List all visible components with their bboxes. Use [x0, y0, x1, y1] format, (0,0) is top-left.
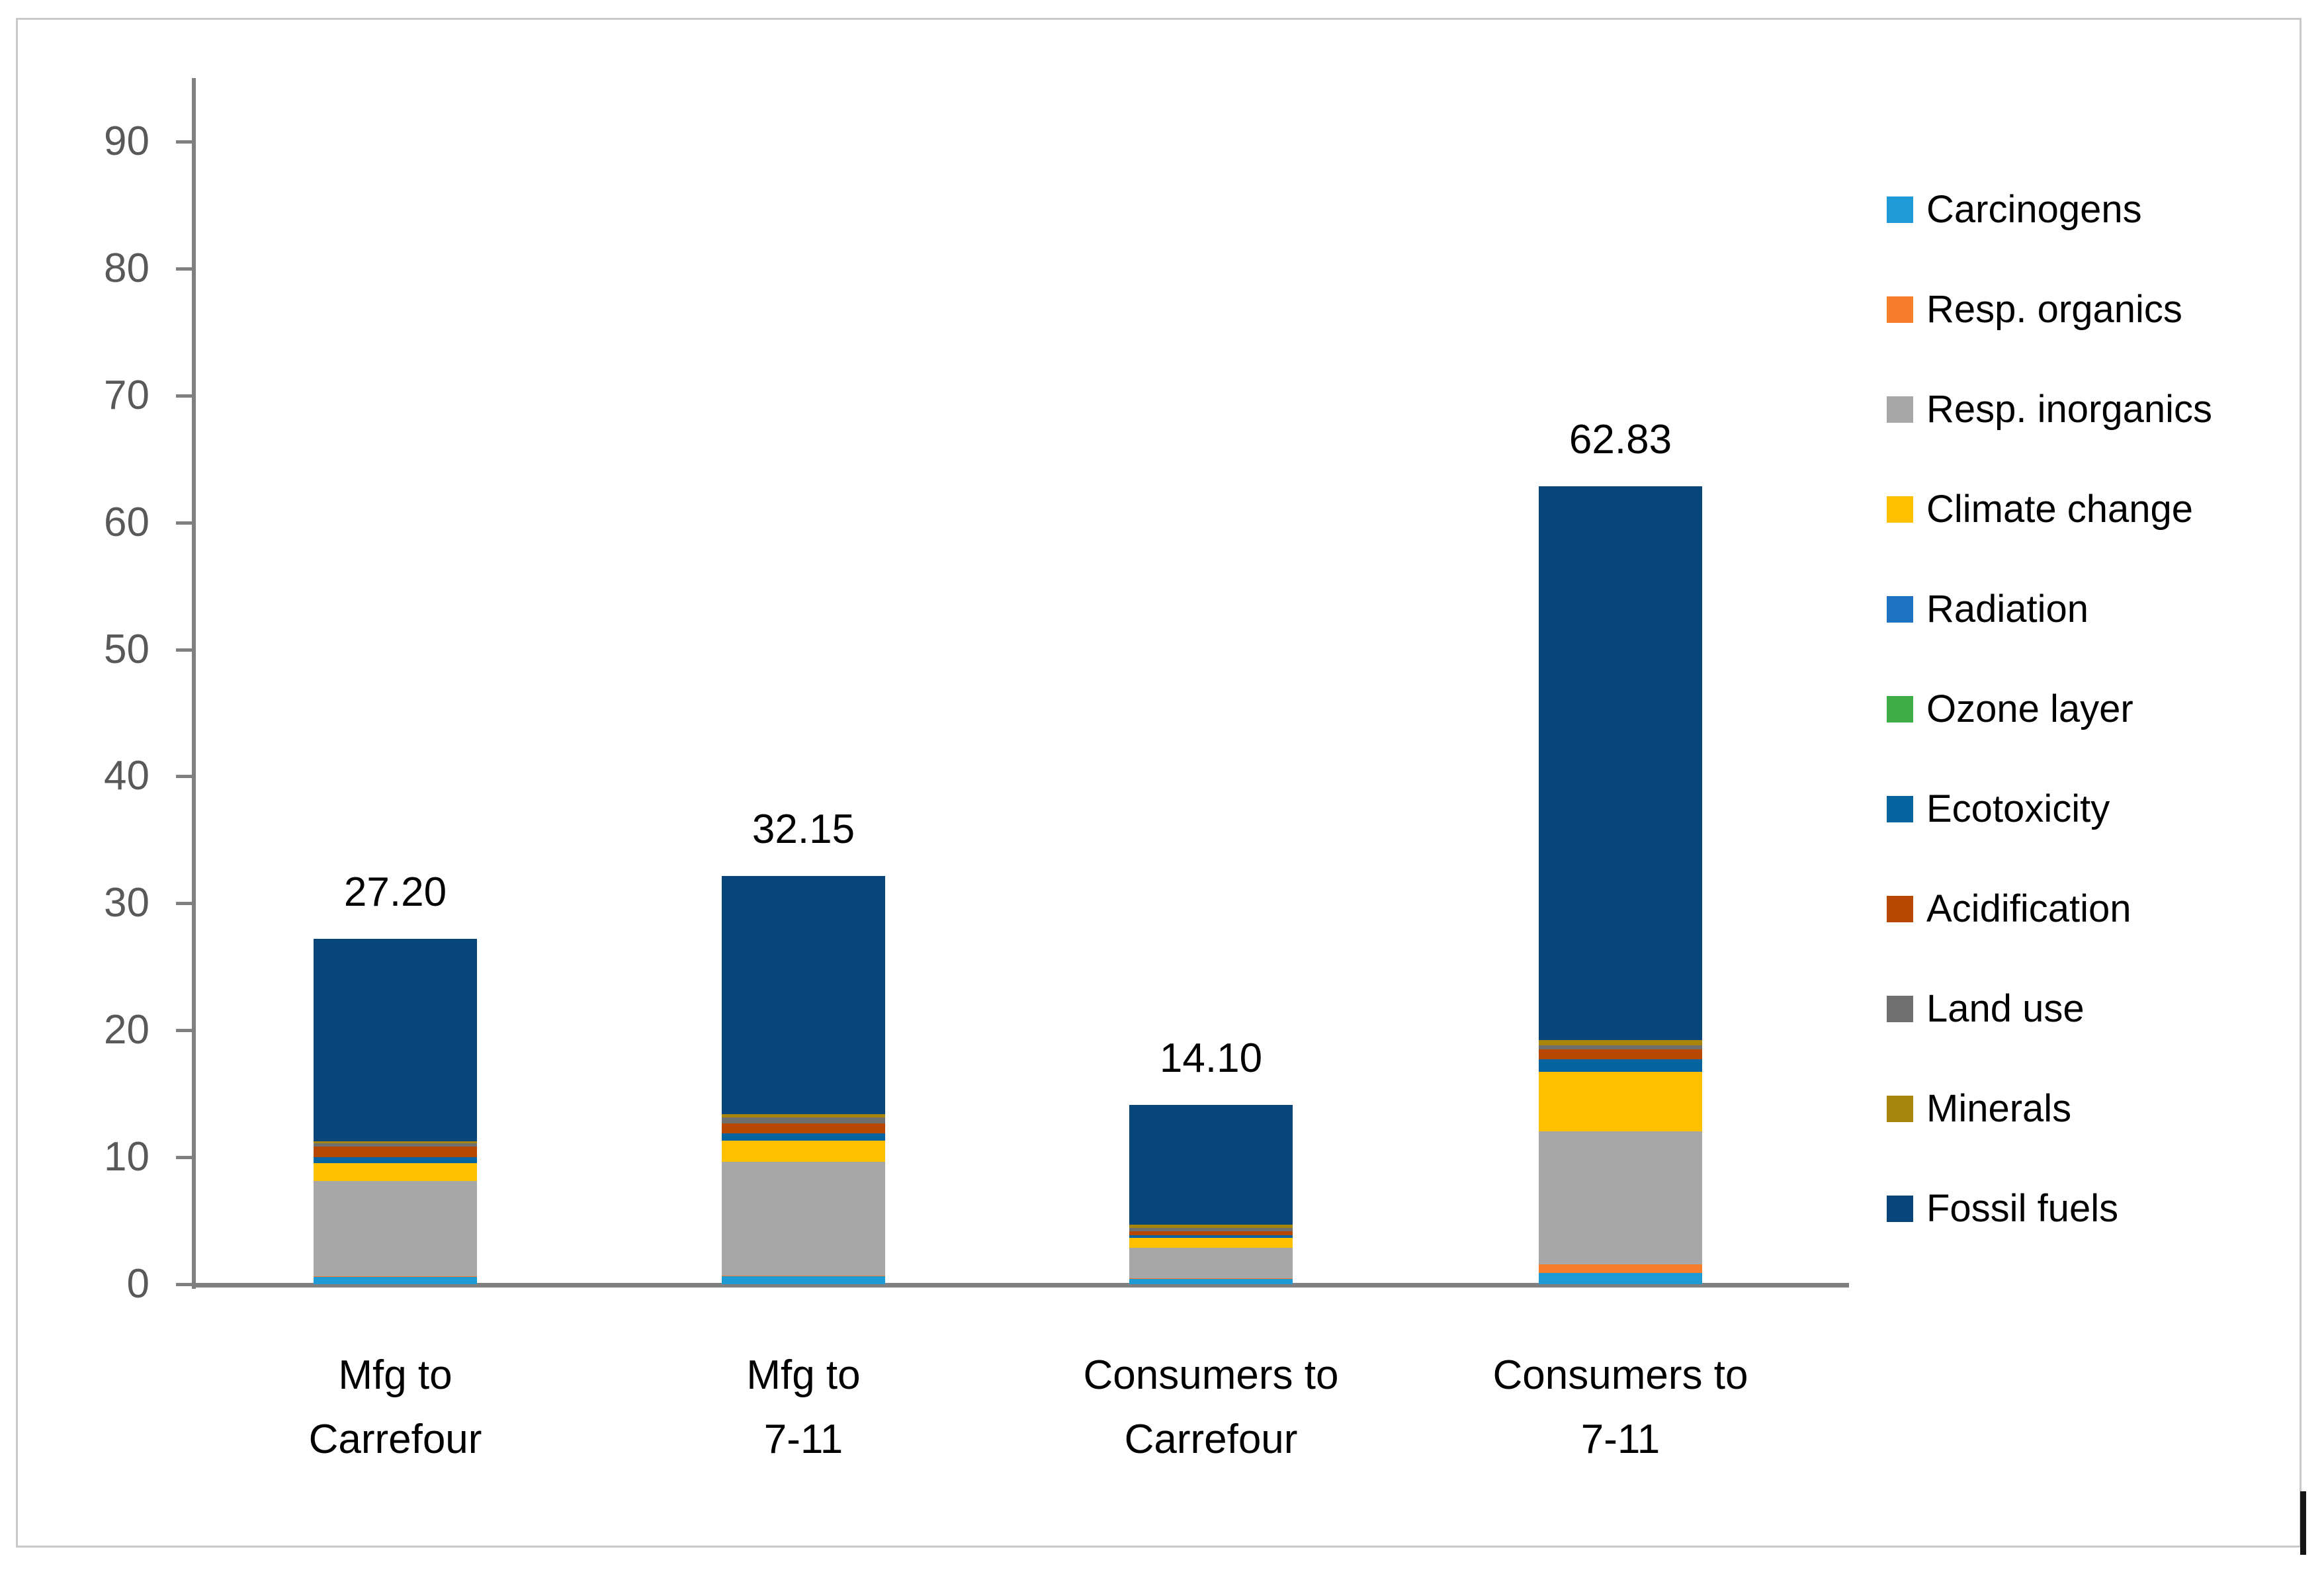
legend-swatch-ecotoxicity	[1887, 796, 1913, 822]
bar-total-label: 62.83	[1569, 417, 1672, 463]
legend-swatch-resp-organics	[1887, 296, 1913, 323]
bar-segment-climate-change	[1129, 1237, 1293, 1248]
bar-segment-fossil-fuels	[1129, 1105, 1293, 1225]
bar-segment-minerals	[314, 1141, 477, 1143]
y-tick-label: 60	[104, 499, 150, 545]
legend-label: Resp. inorganics	[1926, 388, 2212, 431]
bar-total-label: 27.20	[343, 869, 447, 916]
y-tick-label: 30	[104, 880, 150, 926]
legend-label: Climate change	[1926, 488, 2193, 531]
y-tick-label: 10	[104, 1134, 150, 1180]
bar-segment-resp-organics	[722, 1275, 885, 1277]
y-tick-label: 40	[104, 753, 150, 799]
bar-segment-ecotoxicity	[1539, 1059, 1702, 1072]
bar-total-label: 32.15	[752, 807, 855, 853]
legend-swatch-resp-inorganics	[1887, 396, 1913, 423]
bar-segment-ecotoxicity	[1129, 1235, 1293, 1238]
y-axis-line	[192, 78, 196, 1289]
legend-swatch-land-use	[1887, 996, 1913, 1022]
y-tick	[176, 140, 192, 144]
y-tick	[176, 775, 192, 779]
bar-segment-acidification	[1129, 1231, 1293, 1236]
bar-segment-resp-organics	[1129, 1278, 1293, 1280]
bar-segment-fossil-fuels	[1539, 486, 1702, 1040]
bar-segment-resp-inorganics	[314, 1180, 477, 1277]
legend-swatch-radiation	[1887, 596, 1913, 623]
bar-segment-minerals	[1539, 1039, 1702, 1046]
legend-label: Resp. organics	[1926, 288, 2182, 331]
y-tick	[176, 902, 192, 906]
bar-segment-land-use	[1129, 1227, 1293, 1232]
x-axis-line	[192, 1283, 1849, 1288]
bar-segment-resp-organics	[1539, 1264, 1702, 1273]
bar-segment-resp-inorganics	[1539, 1131, 1702, 1265]
category-label: Mfg to 7-11	[746, 1352, 861, 1462]
bar-segment-climate-change	[1539, 1071, 1702, 1131]
y-tick	[176, 394, 192, 398]
legend-label: Ozone layer	[1926, 687, 2133, 730]
bar-segment-resp-inorganics	[1129, 1248, 1293, 1279]
bar-segment-fossil-fuels	[314, 939, 477, 1142]
category-label: Mfg to Carrefour	[308, 1352, 482, 1462]
bar-segment-acidification	[1539, 1049, 1702, 1060]
legend-label: Radiation	[1926, 588, 2089, 631]
legend-swatch-carcinogens	[1887, 197, 1913, 223]
bar-segment-land-use	[722, 1117, 885, 1124]
bar-segment-land-use	[1539, 1045, 1702, 1049]
y-tick	[176, 521, 192, 525]
legend-label: Acidification	[1926, 887, 2131, 930]
chart-frame	[16, 18, 2302, 1548]
bar-segment-carcinogens	[722, 1276, 885, 1284]
bar-segment-carcinogens	[1129, 1279, 1293, 1284]
legend-label: Land use	[1926, 987, 2085, 1030]
y-tick	[176, 648, 192, 652]
bar-segment-carcinogens	[314, 1277, 477, 1284]
scrollbar-fragment	[2300, 1491, 2306, 1555]
y-tick	[176, 1156, 192, 1160]
y-tick-label: 80	[104, 245, 150, 291]
legend-swatch-ozone-layer	[1887, 696, 1913, 722]
legend-label: Ecotoxicity	[1926, 787, 2110, 830]
bar-segment-ecotoxicity	[722, 1133, 885, 1141]
legend-swatch-acidification	[1887, 896, 1913, 922]
legend-label: Carcinogens	[1926, 188, 2142, 231]
legend-label: Minerals	[1926, 1087, 2072, 1130]
bar-segment-minerals	[722, 1114, 885, 1117]
category-label: Consumers to 7-11	[1492, 1352, 1748, 1462]
y-tick-label: 70	[104, 372, 150, 418]
bar-segment-land-use	[314, 1143, 477, 1147]
bar-segment-climate-change	[722, 1141, 885, 1162]
y-tick	[176, 1029, 192, 1033]
category-label: Consumers to Carrefour	[1083, 1352, 1339, 1462]
y-tick-label: 50	[104, 626, 150, 672]
y-tick	[176, 1283, 192, 1286]
bar-segment-resp-inorganics	[722, 1161, 885, 1276]
bar-segment-acidification	[722, 1123, 885, 1133]
bar-segment-resp-organics	[314, 1276, 477, 1278]
bar-segment-acidification	[314, 1146, 477, 1158]
y-tick-label: 20	[104, 1007, 150, 1053]
bar-segment-carcinogens	[1539, 1272, 1702, 1284]
bar-segment-minerals	[1129, 1224, 1293, 1228]
bar-segment-ecotoxicity	[314, 1157, 477, 1163]
legend-swatch-fossil-fuels	[1887, 1196, 1913, 1222]
bar-segment-climate-change	[314, 1162, 477, 1181]
legend-swatch-minerals	[1887, 1096, 1913, 1122]
legend-label: Fossil fuels	[1926, 1187, 2119, 1230]
legend-swatch-climate-change	[1887, 496, 1913, 523]
y-tick	[176, 267, 192, 271]
y-tick-label: 0	[126, 1261, 150, 1307]
y-tick-label: 90	[104, 118, 150, 164]
bar-segment-fossil-fuels	[722, 876, 885, 1114]
bar-total-label: 14.10	[1159, 1035, 1263, 1082]
